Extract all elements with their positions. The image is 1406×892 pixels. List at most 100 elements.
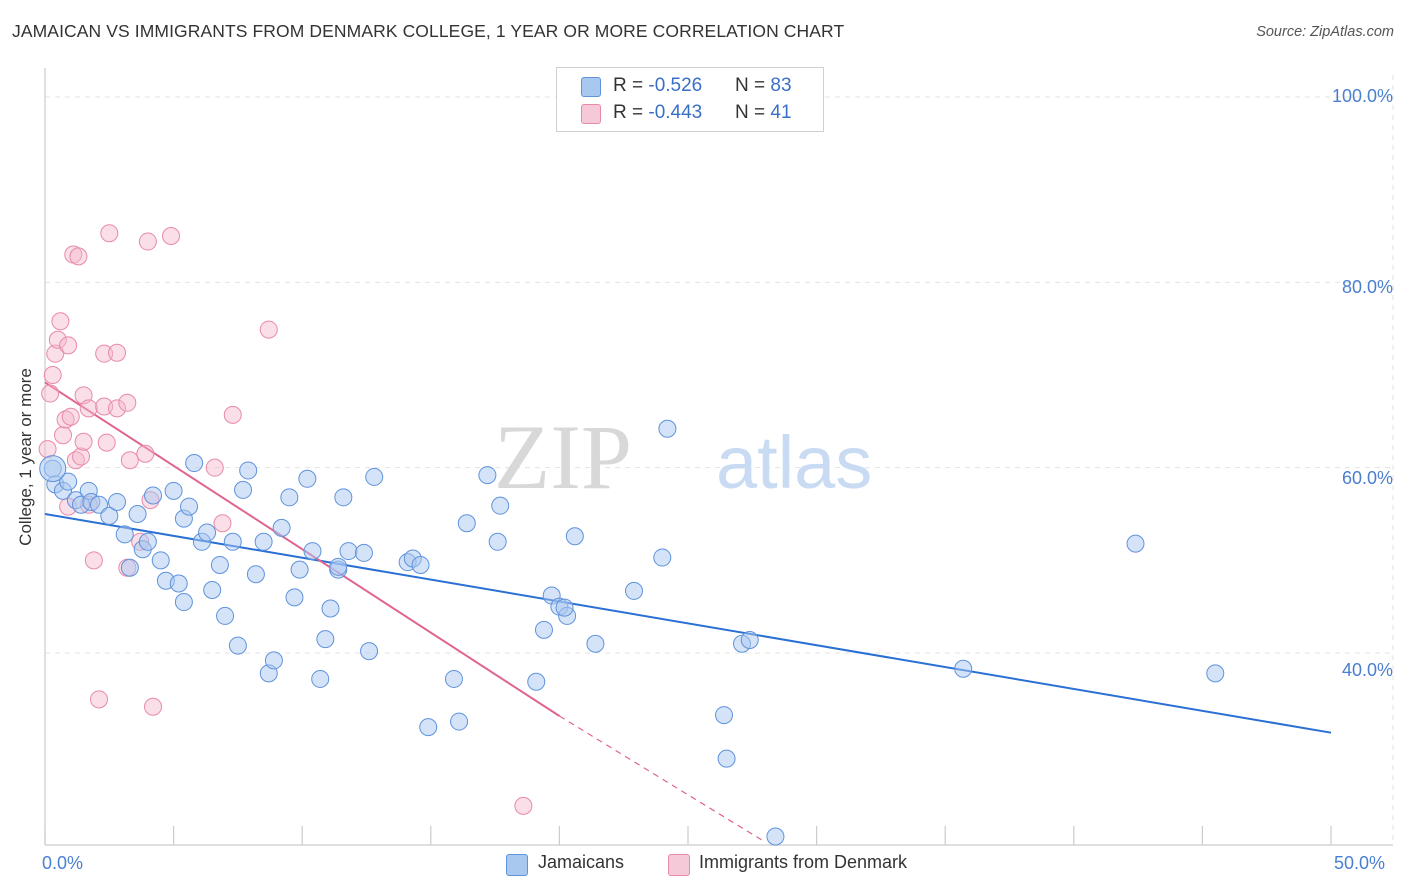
denmark-point xyxy=(48,330,67,349)
jamaican-point xyxy=(210,555,229,574)
denmark-point xyxy=(69,247,88,266)
legend-n: N = 41 xyxy=(735,102,792,124)
jamaican-point xyxy=(565,527,584,546)
jamaican-point xyxy=(144,486,163,505)
legend-swatch-blue xyxy=(581,77,601,97)
bottom-legend-label: Immigrants from Denmark xyxy=(699,852,908,872)
jamaican-point xyxy=(954,659,973,678)
jamaican-point xyxy=(365,467,384,486)
jamaican-point xyxy=(354,543,373,562)
legend-r-label: R = xyxy=(613,75,649,96)
denmark-point xyxy=(514,796,533,815)
jamaican-point xyxy=(339,542,358,561)
jamaican-point xyxy=(624,581,643,600)
jamaican-point xyxy=(534,620,553,639)
legend-r-value: -0.443 xyxy=(648,102,703,123)
legend-swatch-pink xyxy=(581,104,601,124)
jamaican-point xyxy=(254,532,273,551)
jamaican-point xyxy=(717,749,736,768)
denmark-point xyxy=(84,551,103,570)
denmark-point xyxy=(223,405,242,424)
jamaican-point xyxy=(128,505,147,523)
y-tick-40: 40.0% xyxy=(1341,660,1393,680)
jamaican-point xyxy=(115,525,134,544)
denmark-point xyxy=(162,227,181,245)
jamaican-point-large xyxy=(39,455,67,483)
denmark-point xyxy=(38,440,57,459)
jamaican-point xyxy=(198,523,217,542)
denmark-point xyxy=(54,426,73,445)
jamaican-point xyxy=(234,480,253,499)
denmark-point xyxy=(72,447,91,466)
jamaican-point xyxy=(491,496,510,515)
denmark-point xyxy=(51,312,70,331)
denmark-point xyxy=(205,458,224,477)
denmark-trend-line-extension xyxy=(559,715,766,843)
denmark-point xyxy=(138,232,157,251)
denmark-point xyxy=(46,344,65,363)
denmark-point xyxy=(56,410,75,429)
jamaican-point xyxy=(658,419,677,438)
jamaican-point xyxy=(1206,664,1225,683)
jamaican-point xyxy=(90,495,109,514)
jamaican-point xyxy=(740,631,759,650)
jamaican-point xyxy=(280,488,299,507)
jamaican-point xyxy=(715,706,734,725)
denmark-point xyxy=(108,343,127,362)
jamaican-point xyxy=(120,558,139,577)
denmark-point xyxy=(144,697,163,716)
jamaican-point xyxy=(264,651,283,670)
denmark-point xyxy=(90,690,109,709)
denmark-point xyxy=(259,320,278,339)
denmark-point xyxy=(95,344,114,363)
legend-r-value: -0.526 xyxy=(648,75,703,96)
legend-n-label: N = xyxy=(735,102,771,123)
jamaican-point xyxy=(174,593,193,612)
jamaican-point xyxy=(450,712,469,731)
chart-source: Source: ZipAtlas.com xyxy=(1256,24,1394,40)
bottom-legend-swatch-blue xyxy=(506,854,528,876)
jamaican-point xyxy=(411,555,430,574)
jamaican-point xyxy=(100,506,119,525)
denmark-point xyxy=(108,399,127,418)
jamaican-point xyxy=(203,580,222,599)
jamaican-point xyxy=(216,606,235,625)
jamaican-point xyxy=(419,718,438,737)
jamaican-point xyxy=(329,557,348,576)
gridlines xyxy=(45,75,1394,845)
jamaican-point xyxy=(311,669,330,688)
jamaican-point xyxy=(360,642,379,661)
denmark-point xyxy=(97,433,116,452)
jamaican-point xyxy=(334,488,353,507)
denmark-point xyxy=(59,336,78,355)
jamaican-point xyxy=(290,560,309,579)
denmark-point xyxy=(213,514,232,533)
jamaican-point xyxy=(285,588,304,607)
denmark-point xyxy=(61,407,80,426)
legend-r: R = -0.443 xyxy=(613,102,702,124)
jamaican-point xyxy=(766,827,785,846)
jamaican-point xyxy=(586,634,605,653)
jamaican-point xyxy=(321,599,340,618)
denmark-point xyxy=(74,432,93,451)
data-points xyxy=(38,224,1225,846)
jamaican-point xyxy=(527,672,546,691)
bottom-legend-swatch-pink xyxy=(668,854,690,876)
trend-lines xyxy=(44,381,1332,843)
denmark-point xyxy=(118,393,137,412)
y-tick-80: 80.0% xyxy=(1341,277,1393,297)
jamaican-point xyxy=(164,481,183,500)
denmark-point xyxy=(41,384,60,403)
jamaican-point xyxy=(488,532,507,551)
jamaican-point xyxy=(151,551,170,570)
axes xyxy=(44,68,1393,846)
bottom-legend-label: Jamaicans xyxy=(538,852,625,872)
jamaican-point xyxy=(246,565,265,584)
jamaican-point xyxy=(180,497,199,516)
jamaican-point xyxy=(653,548,672,567)
chart-title: JAMAICAN VS IMMIGRANTS FROM DENMARK COLL… xyxy=(12,21,845,41)
legend-n-value: 83 xyxy=(770,75,792,96)
jamaican-point xyxy=(223,532,242,551)
jamaican-point xyxy=(185,454,204,473)
legend-n: N = 83 xyxy=(735,75,792,97)
